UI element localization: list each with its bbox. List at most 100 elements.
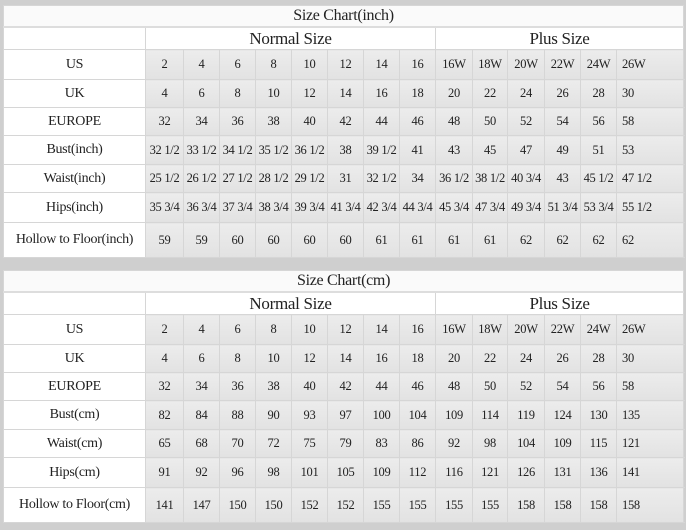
table-row: Waist(inch) 25 1/2 26 1/2 27 1/2 28 1/2 29 1/…	[3, 164, 685, 193]
size-value-cell: 27 1/2	[219, 164, 256, 193]
row-label: UK	[3, 79, 146, 108]
size-value-cell: 16	[363, 79, 400, 108]
size-value-cell: 114	[472, 400, 508, 430]
size-value-cell: 10	[291, 49, 328, 80]
size-value-cell: 56	[580, 107, 617, 136]
size-value-cell: 6	[219, 314, 256, 345]
size-value-cell: 155	[399, 487, 436, 523]
size-value-cell: 36	[219, 107, 256, 136]
size-value-cell: 4	[145, 79, 184, 108]
size-value-cell: 54	[544, 107, 581, 136]
size-value-cell: 32 1/2	[363, 164, 400, 193]
size-value-cell: 16W	[435, 49, 473, 80]
size-value-cell: 24W	[580, 314, 617, 345]
size-value-cell: 4	[183, 49, 220, 80]
table-row: Hollow to Floor(cm) 141 147 150 150 152 152 155…	[3, 487, 685, 523]
size-value-cell: 50	[472, 107, 508, 136]
size-value-cell: 24	[507, 344, 545, 373]
size-value-cell: 56	[580, 372, 617, 401]
size-value-cell: 109	[544, 429, 581, 458]
size-value-cell: 45	[472, 135, 508, 165]
size-value-cell: 8	[255, 314, 292, 345]
size-value-cell: 51	[580, 135, 617, 165]
table-row: EUROPE 32 34 36 38 40 42 44 46 48 50 52 54 56 58	[3, 372, 685, 401]
size-value-cell: 20	[435, 344, 473, 373]
row-label: Hollow to Floor(inch)	[3, 222, 146, 258]
size-value-cell: 100	[363, 400, 400, 430]
table-row: Hollow to Floor(inch) 59 59 60 60 60 60 61 61 61 6…	[3, 222, 685, 258]
size-value-cell: 14	[363, 314, 400, 345]
size-value-cell: 34 1/2	[219, 135, 256, 165]
row-label: Hips(inch)	[3, 192, 146, 223]
size-value-cell: 24W	[580, 49, 617, 80]
plus-size-header: Plus Size	[434, 26, 685, 50]
size-value-cell: 83	[363, 429, 400, 458]
size-value-cell: 40	[291, 372, 328, 401]
size-value-cell: 58	[615, 372, 685, 401]
size-table: Size Chart(cm) Normal Size Plus Size US 2 4 6 8…	[2, 270, 685, 523]
size-value-cell: 43	[435, 135, 473, 165]
size-value-cell: 26W	[615, 49, 685, 80]
table-row: Hips(inch) 35 3/4 36 3/4 37 3/4 38 3/4 39 3/4…	[3, 192, 685, 223]
table-row: UK 4 6 8 10 12 14 16 18 20 22 24 26 28 30	[3, 79, 685, 108]
size-value-cell: 2	[145, 314, 184, 345]
size-value-cell: 26 1/2	[183, 164, 220, 193]
size-value-cell: 72	[255, 429, 292, 458]
size-value-cell: 68	[183, 429, 220, 458]
row-label: Hips(cm)	[3, 457, 146, 488]
size-value-cell: 84	[183, 400, 220, 430]
size-value-cell: 109	[363, 457, 400, 488]
size-value-cell: 51 3/4	[544, 192, 581, 223]
row-label: Waist(inch)	[3, 164, 146, 193]
size-value-cell: 36 1/2	[291, 135, 328, 165]
size-value-cell: 29 1/2	[291, 164, 328, 193]
size-value-cell: 16	[363, 344, 400, 373]
table-row: Bust(inch) 32 1/2 33 1/2 34 1/2 35 1/2 36 1/2…	[3, 135, 685, 165]
size-value-cell: 60	[255, 222, 292, 258]
size-value-cell: 158	[615, 487, 685, 523]
size-value-cell: 39 1/2	[363, 135, 400, 165]
normal-size-header: Normal Size	[145, 26, 436, 50]
chart-title: Size Chart(cm)	[2, 270, 685, 293]
normal-size-header: Normal Size	[145, 291, 436, 315]
size-value-cell: 152	[291, 487, 328, 523]
size-value-cell: 109	[435, 400, 473, 430]
size-value-cell: 46	[399, 372, 436, 401]
row-label: US	[3, 49, 146, 80]
size-value-cell: 119	[507, 400, 545, 430]
size-value-cell: 115	[580, 429, 617, 458]
size-value-cell: 10	[255, 344, 292, 373]
size-value-cell: 53	[615, 135, 685, 165]
table-row: UK 4 6 8 10 12 14 16 18 20 22 24 26 28 30	[3, 344, 685, 373]
size-value-cell: 34	[399, 164, 436, 193]
size-value-cell: 96	[219, 457, 256, 488]
size-value-cell: 14	[327, 344, 364, 373]
size-value-cell: 42	[327, 372, 364, 401]
size-value-cell: 97	[327, 400, 364, 430]
size-chart-cm: Size Chart(cm) Normal Size Plus Size US 2 4 6 8…	[2, 270, 685, 523]
size-value-cell: 28	[580, 344, 617, 373]
table-row: Waist(cm) 65 68 70 72 75 79 83 86 92 98 104 109 115 12…	[3, 429, 685, 458]
size-value-cell: 18W	[472, 314, 508, 345]
size-value-cell: 26W	[615, 314, 685, 345]
size-value-cell: 150	[219, 487, 256, 523]
size-value-cell: 75	[291, 429, 328, 458]
size-value-cell: 36 3/4	[183, 192, 220, 223]
size-value-cell: 20	[435, 79, 473, 108]
size-value-cell: 45 3/4	[435, 192, 473, 223]
size-value-cell: 42 3/4	[363, 192, 400, 223]
size-value-cell: 18W	[472, 49, 508, 80]
table-row: EUROPE 32 34 36 38 40 42 44 46 48 50 52 54 56 58	[3, 107, 685, 136]
row-label: US	[3, 314, 146, 345]
size-value-cell: 20W	[507, 49, 545, 80]
size-value-cell: 61	[472, 222, 508, 258]
size-value-cell: 8	[219, 344, 256, 373]
size-value-cell: 48	[435, 372, 473, 401]
size-value-cell: 62	[507, 222, 545, 258]
size-value-cell: 155	[435, 487, 473, 523]
size-value-cell: 47 1/2	[615, 164, 685, 193]
size-value-cell: 42	[327, 107, 364, 136]
size-value-cell: 136	[580, 457, 617, 488]
size-value-cell: 10	[255, 79, 292, 108]
size-value-cell: 31	[327, 164, 364, 193]
